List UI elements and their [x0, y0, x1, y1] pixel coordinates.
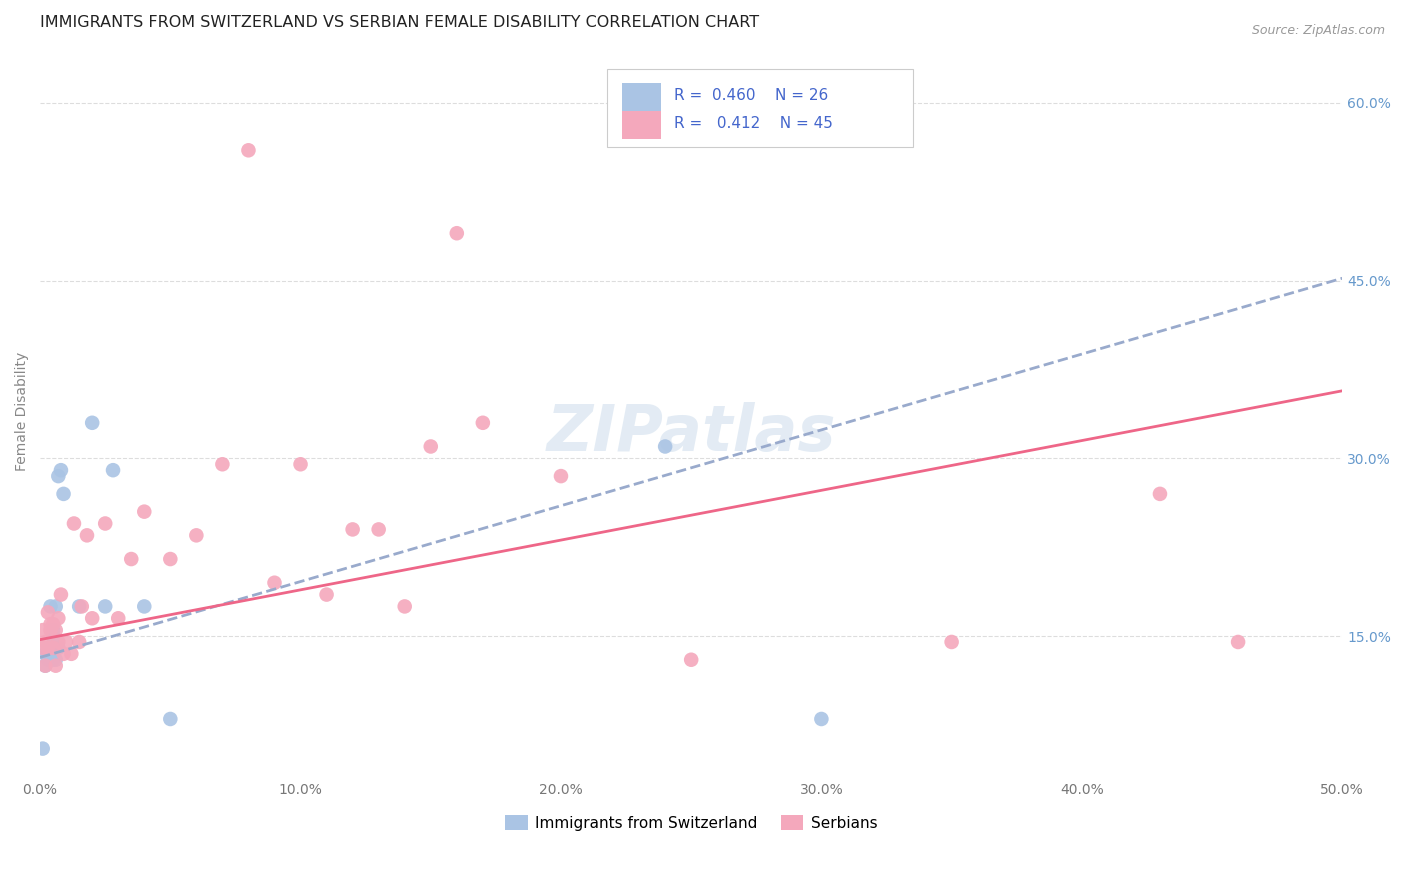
Point [39, 599, 62, 614]
Point [810, 712, 832, 726]
Point [419, 440, 441, 454]
Point [37, 605, 59, 619]
Text: ZIPatlas: ZIPatlas [547, 402, 837, 464]
Text: Source: ZipAtlas.com: Source: ZipAtlas.com [1251, 24, 1385, 37]
Point [107, 611, 129, 625]
Point [39, 617, 62, 632]
Point [52, 487, 75, 501]
Point [34, 658, 56, 673]
Point [45, 653, 67, 667]
Point [42, 640, 65, 655]
Point [290, 457, 312, 471]
Point [654, 440, 676, 454]
Bar [623, 112, 661, 139]
Point [159, 712, 181, 726]
Point [67, 635, 90, 649]
Point [37, 640, 59, 655]
Point [46, 640, 69, 655]
Point [94, 516, 117, 531]
Point [45, 623, 67, 637]
Point [681, 653, 703, 667]
Point [82, 416, 104, 430]
Point [82, 611, 104, 625]
Point [63, 516, 86, 531]
Point [39, 640, 62, 655]
Point [238, 143, 260, 157]
Point [31, 640, 53, 655]
Point [34, 658, 56, 673]
Point [70, 599, 93, 614]
Point [49, 463, 72, 477]
Point [941, 635, 963, 649]
Point [45, 658, 67, 673]
Point [39, 623, 62, 637]
Point [120, 552, 142, 566]
Point [1227, 635, 1250, 649]
Point [46, 469, 69, 483]
Point [186, 528, 208, 542]
Point [550, 469, 572, 483]
Point [42, 623, 65, 637]
Point [42, 629, 65, 643]
Legend: Immigrants from Switzerland, Serbians: Immigrants from Switzerland, Serbians [499, 808, 884, 837]
Point [45, 599, 67, 614]
Bar [623, 83, 661, 111]
Point [46, 611, 69, 625]
Point [342, 523, 364, 537]
Point [31, 741, 53, 756]
Point [37, 653, 59, 667]
Point [134, 599, 156, 614]
Point [34, 647, 56, 661]
Point [60, 647, 83, 661]
Point [1149, 487, 1171, 501]
Point [42, 617, 65, 632]
Point [394, 599, 416, 614]
Point [315, 588, 337, 602]
Point [76, 528, 98, 542]
Point [49, 588, 72, 602]
Point [211, 457, 233, 471]
Point [46, 635, 69, 649]
Point [159, 552, 181, 566]
Point [55, 635, 77, 649]
Y-axis label: Female Disability: Female Disability [15, 351, 30, 471]
Text: R =   0.412    N = 45: R = 0.412 N = 45 [675, 116, 834, 131]
Point [37, 647, 59, 661]
Point [31, 623, 53, 637]
Point [42, 653, 65, 667]
Point [52, 647, 75, 661]
Point [263, 575, 285, 590]
Point [67, 599, 90, 614]
Text: IMMIGRANTS FROM SWITZERLAND VS SERBIAN FEMALE DISABILITY CORRELATION CHART: IMMIGRANTS FROM SWITZERLAND VS SERBIAN F… [41, 15, 759, 30]
FancyBboxPatch shape [606, 70, 912, 146]
Point [94, 599, 117, 614]
Point [134, 505, 156, 519]
Point [446, 226, 468, 240]
Point [37, 640, 59, 655]
Point [367, 523, 389, 537]
Point [101, 463, 124, 477]
Point [471, 416, 494, 430]
Text: R =  0.460    N = 26: R = 0.460 N = 26 [675, 87, 828, 103]
Point [34, 635, 56, 649]
Point [39, 647, 62, 661]
